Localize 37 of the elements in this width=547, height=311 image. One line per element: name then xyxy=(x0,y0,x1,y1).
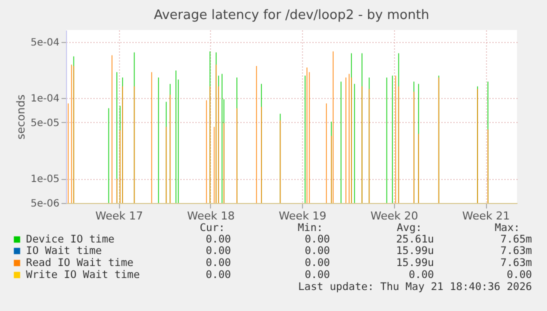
y-tick-label: 5e-06 xyxy=(30,198,60,210)
text: Last update: Thu May 21 18:40:36 2026 xyxy=(298,281,532,293)
y-tick-label: 1e-04 xyxy=(30,94,60,105)
text: 0.00 xyxy=(206,234,231,246)
x-tick-label: Week 19 xyxy=(278,210,326,222)
x-tick-label: Week 17 xyxy=(95,210,143,222)
text: 0.00 xyxy=(206,269,231,281)
legend-label: Read IO Wait time xyxy=(26,257,134,269)
text: Min: xyxy=(298,222,323,234)
text: 15.99u xyxy=(396,245,434,257)
text: 0.00 xyxy=(304,257,330,269)
text: 0.00 xyxy=(304,269,330,281)
legend-label: Device IO time xyxy=(26,234,115,246)
text: 7.63m xyxy=(500,245,532,257)
text: 0.00 xyxy=(506,269,532,281)
y-tick-label: 1e-05 xyxy=(30,174,60,186)
text: 7.63m xyxy=(500,257,532,269)
text: 0.00 xyxy=(206,257,231,269)
legend-label: Write IO Wait time xyxy=(26,269,140,281)
x-tick-label: Week 18 xyxy=(187,210,235,222)
legend-label: IO Wait time xyxy=(26,245,102,257)
y-axis-title: seconds xyxy=(14,94,28,140)
text: 0.00 xyxy=(408,269,434,281)
text: 0.00 xyxy=(304,234,330,246)
y-tick-label: 5e-04 xyxy=(30,37,60,48)
text: 25.61u xyxy=(396,234,434,246)
text: 15.99u xyxy=(396,257,434,269)
text: 0.00 xyxy=(304,245,330,257)
text: Max: xyxy=(494,222,520,234)
text: Cur: xyxy=(200,222,225,234)
y-tick-label: 5e-05 xyxy=(30,118,60,129)
x-tick-label: Week 20 xyxy=(370,210,418,222)
chart-title: Average latency for /dev/loop2 - by month xyxy=(154,8,430,23)
text: 7.65m xyxy=(500,234,532,246)
text: 0.00 xyxy=(206,245,231,257)
text: Avg: xyxy=(396,222,422,234)
x-tick-label: Week 21 xyxy=(462,210,510,222)
